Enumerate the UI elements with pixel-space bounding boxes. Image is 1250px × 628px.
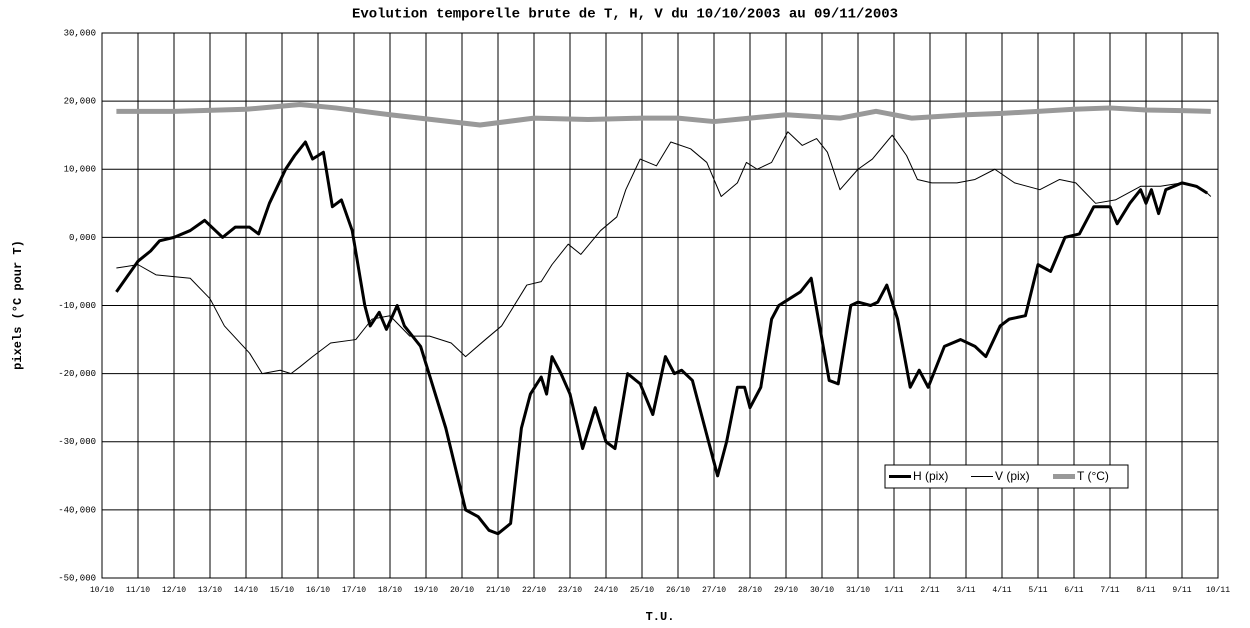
y-tick-label: -50,000 bbox=[58, 573, 96, 583]
x-tick-label: 11/10 bbox=[126, 586, 150, 595]
x-tick-label: 19/10 bbox=[414, 586, 438, 595]
x-tick-label: 9/11 bbox=[1172, 586, 1191, 595]
chart-title: Evolution temporelle brute de T, H, V du… bbox=[352, 7, 898, 23]
x-tick-label: 5/11 bbox=[1028, 586, 1047, 595]
line-series bbox=[116, 131, 1212, 375]
x-tick-label: 13/10 bbox=[198, 586, 222, 595]
x-tick-label: 12/10 bbox=[162, 586, 186, 595]
x-tick-label: 16/10 bbox=[306, 586, 330, 595]
x-tick-label: 29/10 bbox=[774, 586, 798, 595]
x-tick-label: 20/10 bbox=[450, 586, 474, 595]
x-tick-label: 31/10 bbox=[846, 586, 870, 595]
x-tick-label: 25/10 bbox=[630, 586, 654, 595]
y-tick-label: -10,000 bbox=[58, 301, 96, 311]
y-tick-label: 0,000 bbox=[69, 233, 96, 243]
y-tick-label: -30,000 bbox=[58, 437, 96, 447]
x-tick-label: 18/10 bbox=[378, 586, 402, 595]
plot-frame bbox=[101, 32, 1219, 579]
legend-label: V (pix) bbox=[995, 469, 1030, 483]
y-tick-label: 30,000 bbox=[64, 28, 96, 38]
x-axis-label: T.U. bbox=[646, 610, 675, 624]
x-tick-label: 4/11 bbox=[992, 586, 1011, 595]
x-tick-label: 27/10 bbox=[702, 586, 726, 595]
x-tick-label: 2/11 bbox=[920, 586, 939, 595]
x-tick-label: 6/11 bbox=[1064, 586, 1083, 595]
x-tick-label: 1/11 bbox=[884, 586, 903, 595]
x-tick-label: 15/10 bbox=[270, 586, 294, 595]
y-tick-label: 10,000 bbox=[64, 165, 96, 175]
legend-label: T (°C) bbox=[1077, 469, 1109, 483]
y-tick-label: -20,000 bbox=[58, 369, 96, 379]
x-tick-label: 17/10 bbox=[342, 586, 366, 595]
x-tick-label: 14/10 bbox=[234, 586, 258, 595]
x-tick-label: 28/10 bbox=[738, 586, 762, 595]
x-tick-label: 22/10 bbox=[522, 586, 546, 595]
x-tick-label: 21/10 bbox=[486, 586, 510, 595]
x-tick-label: 23/10 bbox=[558, 586, 582, 595]
legend-box bbox=[884, 464, 1129, 489]
line-series bbox=[116, 102, 1211, 128]
line-series bbox=[115, 140, 1209, 536]
x-tick-label: 3/11 bbox=[956, 586, 975, 595]
legend-label: H (pix) bbox=[913, 469, 948, 483]
x-tick-label: 26/10 bbox=[666, 586, 690, 595]
x-tick-label: 10/11 bbox=[1206, 586, 1230, 595]
x-tick-label: 24/10 bbox=[594, 586, 618, 595]
y-tick-label: 20,000 bbox=[64, 97, 96, 107]
x-tick-label: 30/10 bbox=[810, 586, 834, 595]
x-tick-label: 8/11 bbox=[1136, 586, 1155, 595]
x-tick-label: 10/10 bbox=[90, 586, 114, 595]
x-tick-label: 7/11 bbox=[1100, 586, 1119, 595]
y-axis-label: pixels (°C pour T) bbox=[11, 240, 25, 370]
y-tick-label: -40,000 bbox=[58, 505, 96, 515]
